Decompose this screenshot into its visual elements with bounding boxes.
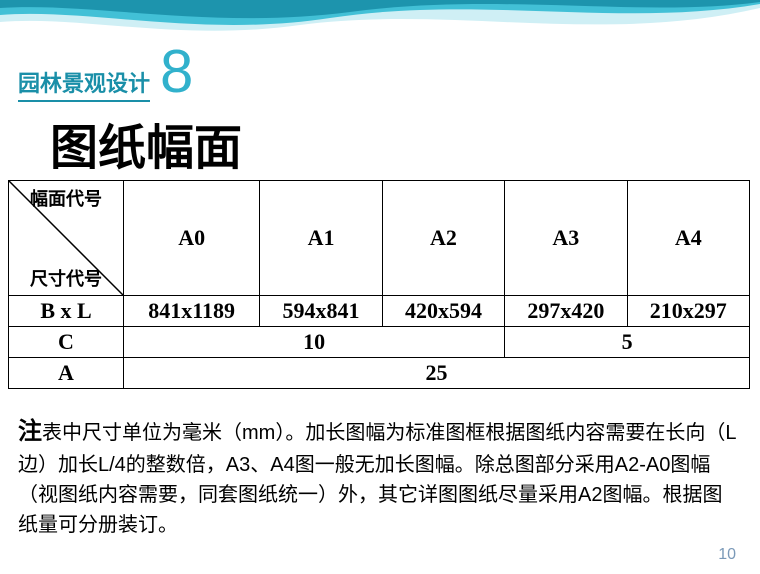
col-a0: A0 xyxy=(124,181,260,296)
row-a-label: A xyxy=(9,358,124,389)
page-number: 10 xyxy=(718,546,736,564)
cell-bxl-0: 841x1189 xyxy=(124,296,260,327)
cell-a: 25 xyxy=(124,358,750,389)
cell-bxl-1: 594x841 xyxy=(260,296,382,327)
header-label: 园林景观设计 xyxy=(18,66,150,102)
header: 园林景观设计 8 xyxy=(18,60,193,108)
note-body: 表中尺寸单位为毫米（mm）。加长图幅为标准图框根据图纸内容需要在长向（L边）加长… xyxy=(18,422,736,536)
col-a2: A2 xyxy=(382,181,504,296)
header-number: 8 xyxy=(160,48,193,96)
cell-bxl-3: 297x420 xyxy=(505,296,627,327)
diag-top-label: 幅面代号 xyxy=(30,185,102,211)
row-bxl-label: B x L xyxy=(9,296,124,327)
col-a1: A1 xyxy=(260,181,382,296)
note-text: 注表中尺寸单位为毫米（mm）。加长图幅为标准图框根据图纸内容需要在长向（L边）加… xyxy=(18,414,738,540)
cell-c-right: 5 xyxy=(505,327,750,358)
page-title: 图纸幅面 xyxy=(50,108,242,178)
cell-c-left: 10 xyxy=(124,327,505,358)
note-lead: 注 xyxy=(18,418,42,445)
row-c-label: C xyxy=(9,327,124,358)
col-a3: A3 xyxy=(505,181,627,296)
col-a4: A4 xyxy=(627,181,749,296)
diag-bot-label: 尺寸代号 xyxy=(30,265,102,291)
table-diagonal-header: 幅面代号 尺寸代号 xyxy=(9,181,124,296)
dimensions-table: 幅面代号 尺寸代号 A0 A1 A2 A3 A4 B x L 841x1189 … xyxy=(8,180,750,389)
cell-bxl-4: 210x297 xyxy=(627,296,749,327)
cell-bxl-2: 420x594 xyxy=(382,296,504,327)
